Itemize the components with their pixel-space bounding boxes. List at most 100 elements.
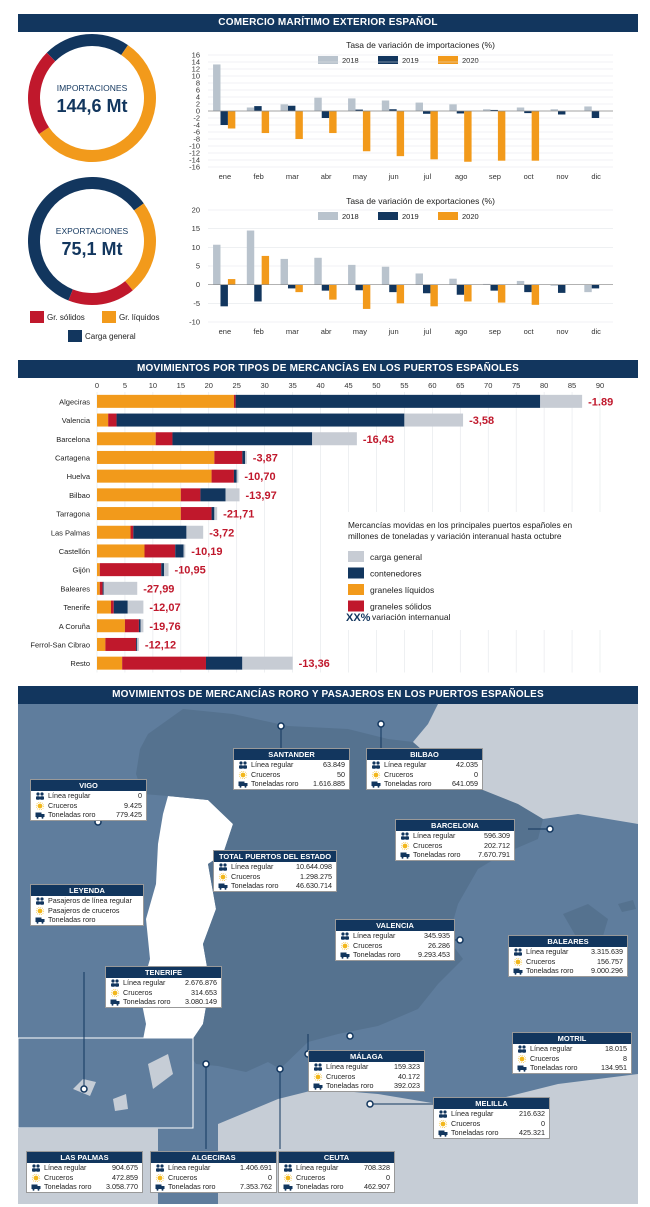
donut-legend-swatch-0: [30, 311, 44, 323]
legend-var-label: variación internanual: [372, 612, 451, 622]
port-card-algeciras: ALGECIRAS Línea regular 1.406.691 Cruceros 0…: [150, 1151, 277, 1193]
xtick-label: nov: [556, 172, 568, 181]
port-card-row-value: 1.406.691: [240, 1163, 272, 1172]
hbar-segment-Huelva-contenedores: [233, 469, 237, 483]
bar-var_exportaciones-2020-feb: [261, 255, 270, 285]
xtick-label: 10: [149, 381, 157, 390]
hbar-segment-Barcelona-carga general: [312, 432, 357, 446]
bar-var_exportaciones-2020-abr: [329, 284, 337, 300]
variation-label: -12,12: [145, 639, 176, 651]
port-card-row-linea: Línea regular 18.015: [513, 1044, 631, 1054]
port-card-row-label: Toneladas roro: [526, 966, 574, 975]
port-card-row-label: Cruceros: [231, 871, 261, 881]
menorca-shape: [618, 900, 636, 912]
port-card-row-value: 392.023: [394, 1081, 420, 1090]
hbar-segment-Gijón-carga general: [164, 563, 169, 577]
truck-icon: [313, 1083, 323, 1090]
donut-title-exportaciones: EXPORTACIONES: [56, 226, 129, 236]
xtick-label: mar: [286, 172, 299, 181]
legend-swatch-var_importaciones-2018: [318, 56, 338, 64]
bar-var_importaciones-2018-jun: [381, 100, 390, 111]
port-card-row-label: Toneladas roro: [451, 1128, 499, 1137]
hbar-segment-Resto-graneles sólidos: [122, 656, 206, 670]
bar-var_exportaciones-2018-jul: [415, 273, 423, 285]
bar-var_exportaciones-2019-may: [355, 284, 363, 291]
xtick-label: sep: [489, 172, 501, 181]
variation-label: -27,99: [143, 583, 174, 595]
hbar-segment-Ferrol-San Cibrao-graneles líquidos: [97, 637, 106, 651]
port-card-ceuta: CEUTA Línea regular 708.328 Cruceros 0 Tonela…: [278, 1151, 395, 1193]
port-label: Gijón: [72, 566, 90, 575]
port-card-row-value: 63.849: [323, 760, 345, 769]
hbar-segment-Ferrol-San Cibrao-contenedores: [136, 637, 138, 651]
sun-icon: [35, 801, 45, 810]
port-card-row-linea: Línea regular 159.323: [309, 1062, 424, 1072]
xtick-label: mar: [286, 327, 299, 336]
port-card-row-label: Línea regular: [296, 1163, 339, 1172]
truck-icon: [110, 999, 120, 1006]
port-card-title: MELILLA: [434, 1098, 549, 1109]
hbar-segment-Tarragona-carga general: [214, 507, 218, 521]
sun-icon: [438, 1119, 448, 1128]
xtick-label: nov: [556, 327, 568, 336]
port-label: Huelva: [67, 472, 91, 481]
port-card-row-roro: Toneladas roro 134.951: [513, 1063, 631, 1073]
port-dot: [456, 936, 464, 944]
port-card-row-label: Cruceros: [48, 800, 78, 810]
xtick-label: sep: [489, 327, 501, 336]
port-card-row-label: Cruceros: [123, 987, 153, 997]
bar-var_importaciones-2020-ago: [464, 111, 472, 162]
port-card-row-label: Toneladas roro: [44, 1182, 92, 1191]
port-card-tenerife: TENERIFE Línea regular 2.676.876 Cruceros 31…: [105, 966, 222, 1008]
port-label: Ferrol-San Cibrao: [30, 640, 90, 649]
port-card-row-cruceros: Cruceros 50: [234, 770, 349, 780]
hbar-segment-Valencia-contenedores: [116, 413, 405, 427]
port-card-row-value: 3.315.639: [591, 947, 623, 956]
port-card-row-label: Cruceros: [530, 1053, 560, 1063]
map-legend-row: Pasajeros de línea regular: [31, 896, 143, 906]
port-card-row-value: 0: [541, 1118, 545, 1128]
truck-icon: [35, 812, 45, 819]
bar-var_exportaciones-2018-jun: [381, 266, 390, 285]
truck-icon: [371, 781, 381, 788]
variation-label: -13,97: [246, 490, 277, 502]
truck-icon: [283, 1184, 293, 1191]
port-card-row-label: Toneladas roro: [353, 950, 401, 959]
port-card-title: VALENCIA: [336, 920, 454, 931]
import-variation-chart: Tasa de variación de importaciones (%) 20…: [189, 40, 613, 181]
port-card-row-cruceros: Cruceros 8: [513, 1054, 631, 1064]
ytick-label: 0: [196, 107, 200, 116]
ytick-label: -12: [189, 149, 200, 158]
port-card-row-value: 156.757: [597, 956, 623, 966]
ytick-label: 2: [196, 100, 200, 109]
port-card-row-label: Toneladas roro: [251, 779, 299, 788]
ytick-label: -2: [193, 114, 200, 123]
variation-label: -16,43: [363, 434, 394, 446]
truck-icon: [513, 968, 523, 975]
port-card-row-linea: Línea regular 216.632: [434, 1109, 549, 1119]
port-card-row-value: 1.616.885: [313, 779, 345, 788]
hbar-segment-Barcelona-graneles líquidos: [97, 432, 156, 446]
port-card-row-roro: Toneladas roro 779.425: [31, 810, 146, 820]
port-card-row-linea: Línea regular 63.849: [234, 760, 349, 770]
bar-var_importaciones-2020-oct: [531, 111, 540, 161]
hbar-segment-Baleares-graneles líquidos: [97, 581, 100, 595]
port-card-row-value: 159.323: [394, 1062, 420, 1071]
donut-legend-swatch-1: [102, 311, 116, 323]
hbar-segment-A Coruña-contenedores: [138, 619, 141, 633]
banner-movimientos: MOVIMIENTOS POR TIPOS DE MERCANCÍAS EN L…: [18, 360, 638, 378]
legend-label-var_exportaciones-2019: 2019: [402, 212, 419, 221]
passenger-icon: [156, 1164, 164, 1172]
port-card-title: VIGO: [31, 780, 146, 791]
hbar-segment-Castellón-graneles líquidos: [97, 544, 145, 558]
xtick-label: dic: [591, 327, 601, 336]
port-card-row-roro: Toneladas roro 9.293.453: [336, 950, 454, 960]
france-shape: [413, 704, 638, 824]
donut-legend-swatch-2: [68, 330, 82, 342]
port-label: Valencia: [62, 416, 91, 425]
hbar-segment-Tenerife-carga general: [127, 600, 144, 614]
hbar-segment-Cartagena-contenedores: [242, 450, 246, 464]
bar-var_importaciones-2020-jun: [396, 111, 405, 157]
port-card-row-value: 18.015: [605, 1044, 627, 1053]
sun-icon: [283, 1173, 293, 1182]
